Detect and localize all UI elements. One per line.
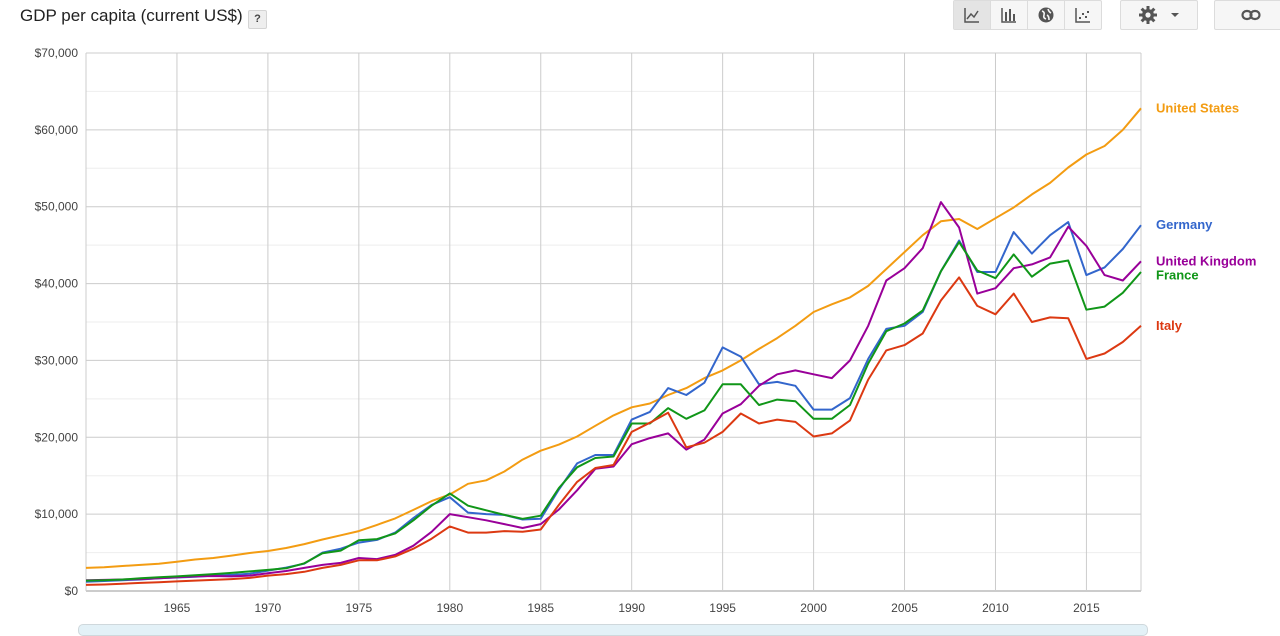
series-line-italy — [85, 276, 1142, 586]
x-tick-label: 1985 — [527, 601, 554, 615]
y-tick-label: $60,000 — [35, 123, 79, 137]
line-chart-icon — [964, 8, 979, 23]
link-icon — [1241, 9, 1261, 21]
bar-chart-button[interactable] — [991, 1, 1028, 29]
series-end-label: France — [1156, 267, 1199, 282]
series-end-label: United States — [1156, 100, 1239, 115]
series-end-label: Germany — [1156, 217, 1213, 232]
chart-type-toolbar — [953, 0, 1102, 30]
series-end-label: Italy — [1156, 318, 1183, 333]
x-tick-label: 2000 — [800, 601, 827, 615]
time-range-scrollbar[interactable] — [78, 624, 1148, 636]
x-tick-label: 1970 — [255, 601, 282, 615]
page-title: GDP per capita (current US$) — [20, 6, 243, 25]
x-tick-label: 2005 — [891, 601, 918, 615]
help-button[interactable]: ? — [248, 10, 267, 29]
y-tick-label: $20,000 — [35, 430, 79, 444]
map-button[interactable] — [1028, 1, 1065, 29]
x-tick-label: 2015 — [1073, 601, 1100, 615]
y-tick-label: $40,000 — [35, 277, 79, 291]
scatter-chart-button[interactable] — [1065, 1, 1101, 29]
map-icon — [1038, 7, 1054, 23]
settings-button[interactable] — [1120, 0, 1198, 30]
x-tick-label: 1990 — [618, 601, 645, 615]
y-tick-label: $0 — [65, 584, 79, 598]
x-tick-label: 1995 — [709, 601, 736, 615]
scatter-chart-icon — [1075, 8, 1090, 23]
x-tick-label: 1965 — [164, 601, 191, 615]
gear-icon — [1139, 6, 1157, 24]
y-tick-label: $10,000 — [35, 507, 79, 521]
x-tick-label: 2010 — [982, 601, 1009, 615]
line-chart-button[interactable] — [954, 1, 991, 29]
series-line-united-states — [85, 107, 1142, 569]
series-line-united-kingdom — [85, 201, 1142, 582]
series-end-label: United Kingdom — [1156, 253, 1256, 268]
x-tick-label: 1980 — [436, 601, 463, 615]
y-tick-label: $50,000 — [35, 200, 79, 214]
caret-down-icon — [1171, 13, 1179, 17]
x-tick-label: 1975 — [345, 601, 372, 615]
series-line-france — [85, 241, 1142, 582]
bar-chart-icon — [1001, 8, 1016, 23]
y-tick-label: $70,000 — [35, 46, 79, 60]
share-link-button[interactable] — [1214, 0, 1280, 30]
series-line-germany — [85, 221, 1142, 583]
y-tick-label: $30,000 — [35, 353, 79, 367]
